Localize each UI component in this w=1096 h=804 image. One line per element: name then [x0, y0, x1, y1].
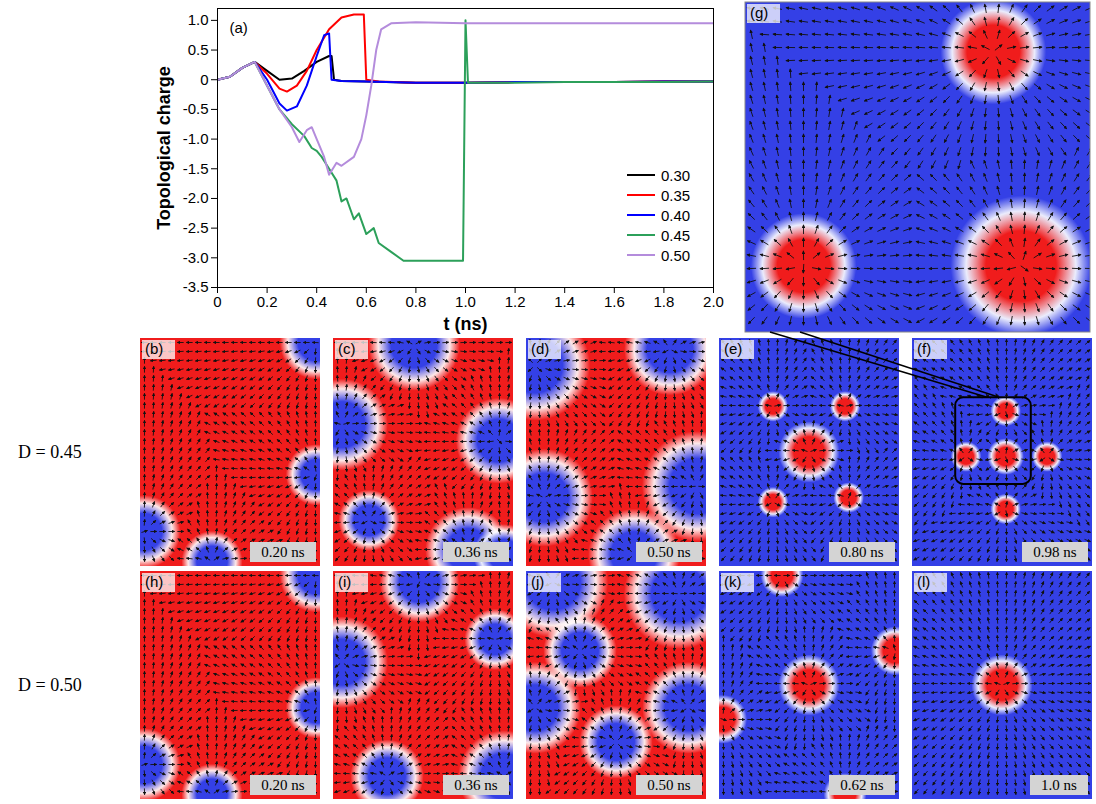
html-text:0.30: 0.30	[661, 166, 691, 184]
svg-text:1.0: 1.0	[188, 11, 209, 28]
svg-text:t (ns): t (ns)	[444, 314, 488, 334]
svg-text:0: 0	[200, 71, 208, 88]
svg-text:-3.5: -3.5	[183, 278, 209, 295]
html-text:0.45: 0.45	[661, 226, 691, 244]
svg-text:0: 0	[213, 293, 221, 310]
svg-text:-1.5: -1.5	[183, 160, 209, 177]
svg-text:(c): (c)	[338, 340, 356, 357]
svg-text:Topological charge: Topological charge	[154, 66, 174, 230]
svg-text:(a): (a)	[230, 19, 248, 36]
svg-text:(b): (b)	[145, 340, 163, 357]
svg-text:(i): (i)	[338, 573, 351, 590]
svg-text:0.50 ns: 0.50 ns	[647, 544, 691, 560]
svg-text:0.2: 0.2	[257, 293, 278, 310]
svg-text:0.36 ns: 0.36 ns	[454, 777, 498, 793]
svg-text:1.0 ns: 1.0 ns	[1041, 777, 1077, 793]
svg-text:0.50 ns: 0.50 ns	[647, 777, 691, 793]
svg-text:0.62 ns: 0.62 ns	[840, 777, 884, 793]
html-text:0.50: 0.50	[661, 246, 691, 264]
html-text:0.40: 0.40	[661, 206, 691, 224]
svg-text:-1.0: -1.0	[183, 130, 209, 147]
svg-text:1.6: 1.6	[604, 293, 625, 310]
svg-text:(h): (h)	[145, 573, 163, 590]
svg-text:2.0: 2.0	[703, 293, 724, 310]
svg-text:(j): (j)	[531, 573, 544, 590]
svg-text:0.98 ns: 0.98 ns	[1033, 544, 1077, 560]
svg-text:-3.0: -3.0	[183, 249, 209, 266]
svg-text:0.6: 0.6	[356, 293, 377, 310]
svg-text:(f): (f)	[917, 340, 931, 357]
svg-text:0.20 ns: 0.20 ns	[261, 777, 305, 793]
svg-text:-0.5: -0.5	[183, 100, 209, 117]
svg-text:0.4: 0.4	[306, 293, 327, 310]
svg-text:1.2: 1.2	[505, 293, 526, 310]
svg-text:0.80 ns: 0.80 ns	[840, 544, 884, 560]
svg-text:1.4: 1.4	[554, 293, 575, 310]
svg-text:1.0: 1.0	[455, 293, 476, 310]
svg-text:(k): (k)	[724, 573, 742, 590]
svg-text:0.5: 0.5	[188, 41, 209, 58]
svg-text:0.8: 0.8	[405, 293, 426, 310]
svg-text:(e): (e)	[724, 340, 742, 357]
svg-text:-2.5: -2.5	[183, 219, 209, 236]
svg-text:(d): (d)	[531, 340, 549, 357]
html-text:0.35: 0.35	[661, 186, 691, 204]
svg-text:(l): (l)	[917, 573, 930, 590]
svg-text:(g): (g)	[750, 4, 768, 21]
svg-text:1.8: 1.8	[653, 293, 674, 310]
svg-text:0.20 ns: 0.20 ns	[261, 544, 305, 560]
svg-text:D = 0.45: D = 0.45	[18, 442, 82, 462]
svg-text:D = 0.50: D = 0.50	[18, 675, 82, 695]
svg-text:-2.0: -2.0	[183, 189, 209, 206]
svg-text:0.36 ns: 0.36 ns	[454, 544, 498, 560]
